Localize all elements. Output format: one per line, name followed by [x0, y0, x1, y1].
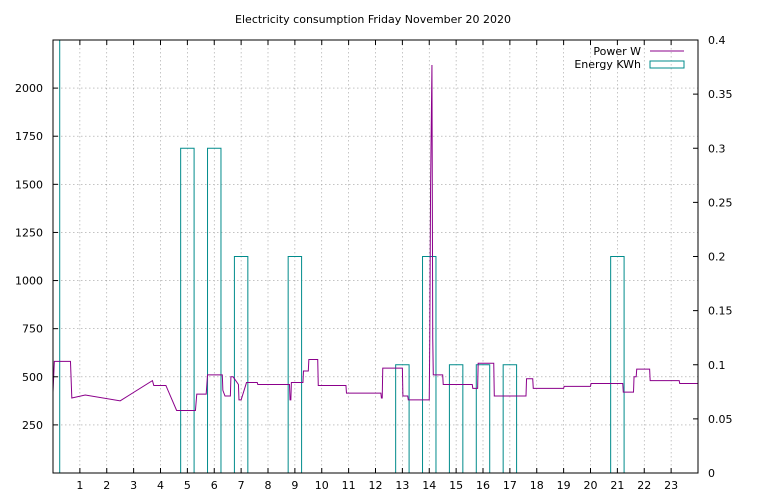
power-line [52, 65, 698, 411]
x-tick-label: 17 [503, 479, 517, 492]
y-axis-ticks: 250 500 750 1000 1250 1500 1750 2000 [15, 82, 58, 432]
y-tick-label: 250 [22, 419, 43, 432]
energy-bar [502, 364, 518, 473]
energy-bar [287, 256, 303, 473]
y2-tick-label: 0.25 [708, 196, 733, 209]
x-tick-label: 4 [157, 479, 164, 492]
x-tick-label: 23 [664, 479, 678, 492]
y-tick-label: 1250 [15, 226, 43, 239]
y2-tick-label: 0.35 [708, 88, 733, 101]
power-series [52, 65, 698, 411]
legend-label-energy: Energy KWh [574, 58, 641, 71]
legend-swatch-energy [649, 60, 685, 69]
y-tick-label: 500 [22, 371, 43, 384]
y2-tick-label: 0.1 [708, 359, 726, 372]
x-tick-label: 10 [315, 479, 329, 492]
x-tick-label: 3 [130, 479, 137, 492]
y2-tick-label: 0.15 [708, 305, 733, 318]
y2-tick-label: 0.05 [708, 413, 733, 426]
energy-bar [395, 364, 410, 473]
x-tick-label: 7 [238, 479, 245, 492]
x-axis-ticks: 1 2 3 4 5 6 7 8 9 10 11 12 13 14 15 16 17 18 19 20 21 22 23 [76, 40, 678, 492]
y-tick-label: 750 [22, 323, 43, 336]
x-tick-label: 14 [422, 479, 436, 492]
x-tick-label: 20 [584, 479, 598, 492]
x-tick-label: 2 [103, 479, 110, 492]
x-tick-label: 15 [449, 479, 463, 492]
x-tick-label: 9 [291, 479, 298, 492]
y2-tick-label: 0 [708, 467, 715, 480]
legend: Power W Energy KWh [574, 45, 685, 71]
x-tick-label: 11 [342, 479, 356, 492]
x-tick-label: 13 [395, 479, 409, 492]
x-tick-label: 5 [184, 479, 191, 492]
x-tick-label: 12 [369, 479, 383, 492]
legend-label-power: Power W [593, 45, 641, 58]
energy-bar [422, 256, 437, 473]
energy-series [52, 39, 625, 473]
chart-title: Electricity consumption Friday November … [235, 13, 511, 26]
energy-bar [233, 256, 249, 473]
x-tick-label: 8 [265, 479, 272, 492]
grid [53, 40, 698, 473]
y-tick-label: 1750 [15, 130, 43, 143]
x-tick-label: 21 [610, 479, 624, 492]
x-tick-label: 18 [530, 479, 544, 492]
x-tick-label: 22 [637, 479, 651, 492]
energy-bar [180, 147, 195, 473]
y-tick-label: 1500 [15, 178, 43, 191]
energy-bar [610, 256, 625, 473]
y-tick-label: 2000 [15, 82, 43, 95]
x-tick-label: 6 [211, 479, 218, 492]
y-tick-label: 1000 [15, 275, 43, 288]
y2-tick-label: 0.4 [708, 34, 726, 47]
y2-axis-ticks: 0 0.05 0.1 0.15 0.2 0.25 0.3 0.35 0.4 [693, 34, 733, 480]
y2-tick-label: 0.3 [708, 142, 726, 155]
energy-bar [448, 364, 464, 473]
y2-tick-label: 0.2 [708, 251, 726, 264]
energy-bar [207, 147, 222, 473]
x-tick-label: 19 [557, 479, 571, 492]
x-tick-label: 1 [76, 479, 83, 492]
energy-bar [52, 39, 61, 473]
x-tick-label: 16 [476, 479, 490, 492]
energy-bar [475, 364, 491, 473]
